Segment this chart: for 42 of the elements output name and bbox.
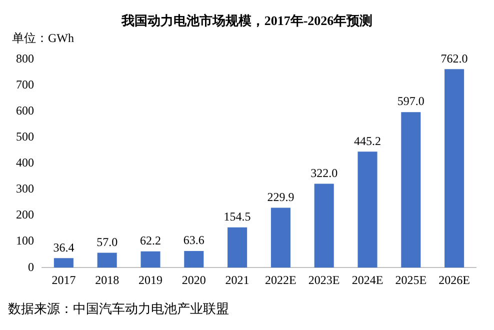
bar	[228, 227, 248, 268]
bar	[444, 69, 464, 268]
x-tick-label: 2020	[182, 272, 206, 287]
x-tick-label: 2023E	[308, 272, 340, 287]
data-label: 36.4	[53, 240, 74, 254]
y-tick-label: 600	[16, 103, 34, 118]
x-tick-label: 2024E	[352, 272, 384, 287]
data-label: 445.2	[354, 134, 381, 148]
data-label: 57.0	[96, 234, 118, 249]
y-tick-label: 700	[16, 77, 34, 92]
x-tick-label: 2019	[138, 272, 162, 287]
bar	[54, 258, 74, 268]
x-tick-label: 2026E	[438, 272, 470, 287]
y-axis-title: 单位：GWh	[11, 30, 75, 45]
bar	[270, 208, 290, 268]
data-label: 762.0	[440, 51, 468, 66]
x-tick-label: 2018	[95, 272, 120, 287]
y-tick-label: 100	[16, 234, 34, 248]
x-tick-label: 2022E	[265, 272, 296, 287]
bar	[97, 252, 117, 268]
bar	[358, 152, 378, 268]
x-tick-label: 2017	[52, 272, 76, 287]
x-tick-label: 2021	[225, 272, 250, 287]
source-note: 数据来源：中国汽车动力电池产业联盟	[8, 300, 230, 318]
y-tick-label: 500	[16, 130, 34, 144]
y-tick-label: 200	[16, 208, 34, 222]
data-label: 322.0	[310, 166, 338, 180]
data-label: 63.6	[183, 233, 204, 248]
y-tick-label: 300	[16, 182, 34, 196]
bar	[314, 184, 334, 268]
data-label: 154.5	[224, 210, 251, 224]
x-tick-label: 2025E	[395, 272, 427, 287]
y-tick-label: 400	[16, 156, 34, 170]
chart-title: 我国动力电池市场规模，2017年-2026年预测	[120, 12, 374, 30]
data-label: 229.9	[267, 190, 294, 204]
bar	[401, 112, 421, 268]
y-tick-label: 800	[16, 51, 34, 66]
bar	[184, 251, 204, 268]
bar	[140, 251, 160, 268]
data-label: 62.2	[140, 234, 161, 248]
data-label: 597.0	[397, 94, 424, 108]
y-tick-label: 0	[28, 260, 34, 274]
